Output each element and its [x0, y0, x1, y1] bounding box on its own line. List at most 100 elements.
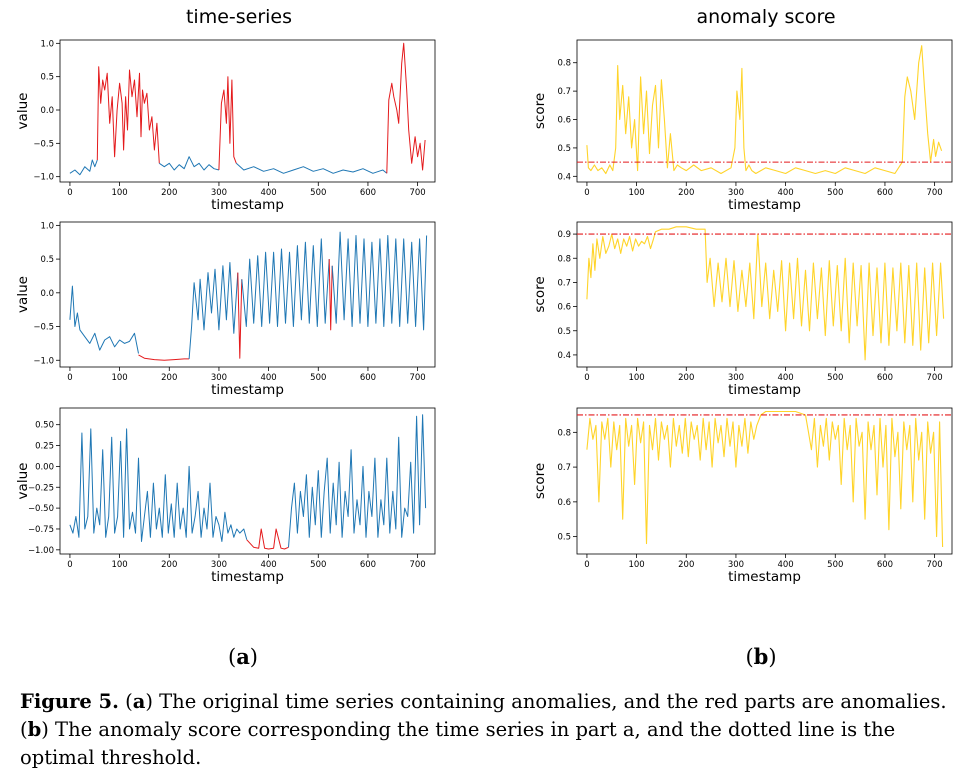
y-tick-label: 0.8 — [557, 59, 571, 69]
x-tick-label: 200 — [161, 560, 177, 570]
y-tick-label: 1.0 — [40, 39, 54, 49]
x-tick-label: 300 — [728, 373, 744, 383]
figure: time-series anomaly score 0 100 200 300 400 5… — [15, 6, 953, 585]
x-tick-label: 200 — [678, 373, 694, 383]
series-line-normal — [241, 238, 330, 327]
x-tick-label: 0 — [67, 560, 72, 570]
x-tick-label: 500 — [827, 373, 843, 383]
x-tick-label: 100 — [628, 560, 644, 570]
chart-panel-1: 0 100 200 300 400 500 600 700 −1.0 −0.5 0.0 0.5 1.0 t… — [15, 39, 436, 213]
x-tick-label: 100 — [628, 373, 644, 383]
y-tick-label: 0.5 — [557, 144, 571, 154]
y-tick-label: 0.5 — [40, 73, 54, 83]
x-axis-label: timestamp — [728, 382, 801, 398]
y-tick-label: 0.25 — [35, 442, 54, 452]
x-tick-label: 100 — [628, 188, 644, 198]
caption-b-key: b — [27, 718, 42, 741]
y-tick-label: 0.4 — [557, 351, 571, 361]
series-line-normal — [288, 414, 427, 548]
x-tick-label: 400 — [777, 188, 793, 198]
y-tick-label: 1.0 — [40, 221, 54, 231]
x-axis-label: timestamp — [728, 569, 801, 585]
x-axis-label: timestamp — [211, 382, 284, 398]
y-tick-label: 0.5 — [557, 327, 571, 337]
x-tick-label: 600 — [877, 188, 893, 198]
x-tick-label: 500 — [827, 188, 843, 198]
y-tick-label: 0.6 — [557, 303, 571, 313]
x-tick-label: 100 — [111, 188, 127, 198]
chart-panel-5: 0 100 200 300 400 500 600 700 0.4 0.5 0.6 0.7 0.8 0.9… — [532, 221, 953, 398]
column-a-title: time-series — [185, 6, 293, 28]
x-tick-label: 700 — [926, 373, 942, 383]
y-tick-label: −0.75 — [28, 525, 54, 535]
x-tick-label: 0 — [67, 373, 72, 383]
series-line-normal — [69, 428, 248, 542]
y-tick-label: −1.0 — [33, 356, 54, 366]
x-tick-label: 300 — [728, 560, 744, 570]
series-line-anomaly — [328, 259, 333, 331]
x-tick-label: 400 — [777, 560, 793, 570]
caption-b-text: ) The anomaly score corresponding the ti… — [20, 718, 896, 769]
column-b-title: anomaly score — [696, 6, 836, 28]
plot-frame — [576, 221, 953, 368]
y-axis-label: score — [532, 93, 548, 129]
y-axis-label: score — [532, 463, 548, 499]
plot-frame — [59, 407, 436, 555]
x-axis-label: timestamp — [211, 569, 284, 585]
y-tick-label: −0.5 — [33, 323, 54, 333]
y-tick-label: −0.50 — [28, 504, 54, 514]
x-tick-label: 500 — [310, 560, 326, 570]
series-line-score — [586, 226, 945, 361]
series-line-score — [586, 45, 943, 175]
x-tick-label: 500 — [310, 373, 326, 383]
y-tick-label: 0.0 — [40, 289, 54, 299]
y-tick-label: 0.8 — [557, 254, 571, 264]
series-line-normal — [69, 159, 98, 176]
y-tick-label: 0.8 — [557, 428, 571, 438]
chart-panel-6: 0 100 200 300 400 500 600 700 0.5 0.6 0.7 0.8 timest… — [532, 407, 953, 585]
x-tick-label: 500 — [310, 188, 326, 198]
plot-frame — [59, 221, 436, 368]
x-tick-label: 700 — [926, 560, 942, 570]
x-tick-label: 600 — [877, 560, 893, 570]
y-tick-label: 0.7 — [557, 87, 571, 97]
y-tick-label: 0.00 — [35, 462, 54, 472]
subfigure-a-label: (a) — [227, 644, 258, 669]
y-tick-label: 0.0 — [40, 106, 54, 116]
plot-frame — [59, 39, 436, 183]
x-axis-label: timestamp — [211, 197, 284, 213]
x-tick-label: 0 — [584, 560, 589, 570]
x-tick-label: 0 — [584, 373, 589, 383]
y-tick-label: 0.7 — [557, 278, 571, 288]
chart-panel-2: 0 100 200 300 400 500 600 700 −1.0 −0.5 0.0 0.5 1.0 t… — [15, 221, 436, 398]
x-tick-label: 200 — [161, 373, 177, 383]
x-tick-label: 600 — [360, 188, 376, 198]
x-tick-label: 400 — [260, 373, 276, 383]
x-tick-label: 300 — [211, 373, 227, 383]
series-line-anomaly — [246, 528, 289, 550]
series-line-anomaly — [218, 76, 237, 171]
x-tick-label: 500 — [827, 560, 843, 570]
x-tick-label: 600 — [877, 373, 893, 383]
y-tick-label: −0.5 — [33, 139, 54, 149]
x-tick-label: 300 — [728, 188, 744, 198]
subfigure-b-label: (b) — [745, 644, 777, 669]
x-tick-label: 400 — [260, 188, 276, 198]
x-tick-label: 200 — [678, 560, 694, 570]
x-tick-label: 300 — [211, 188, 227, 198]
caption-a-text: ) The original time series containing an… — [20, 690, 947, 741]
y-tick-label: 0.9 — [557, 230, 571, 240]
x-tick-label: 600 — [360, 373, 376, 383]
y-axis-label: value — [15, 463, 31, 500]
series-line-normal — [188, 262, 239, 359]
series-line-normal — [331, 231, 428, 331]
series-line-anomaly — [386, 42, 426, 174]
x-tick-label: 0 — [67, 188, 72, 198]
x-tick-label: 400 — [777, 373, 793, 383]
x-tick-label: 200 — [161, 188, 177, 198]
x-tick-label: 700 — [409, 560, 425, 570]
series-line-normal — [159, 156, 220, 171]
y-tick-label: 0.6 — [557, 498, 571, 508]
x-tick-label: 100 — [111, 373, 127, 383]
y-tick-label: 0.5 — [40, 255, 54, 265]
